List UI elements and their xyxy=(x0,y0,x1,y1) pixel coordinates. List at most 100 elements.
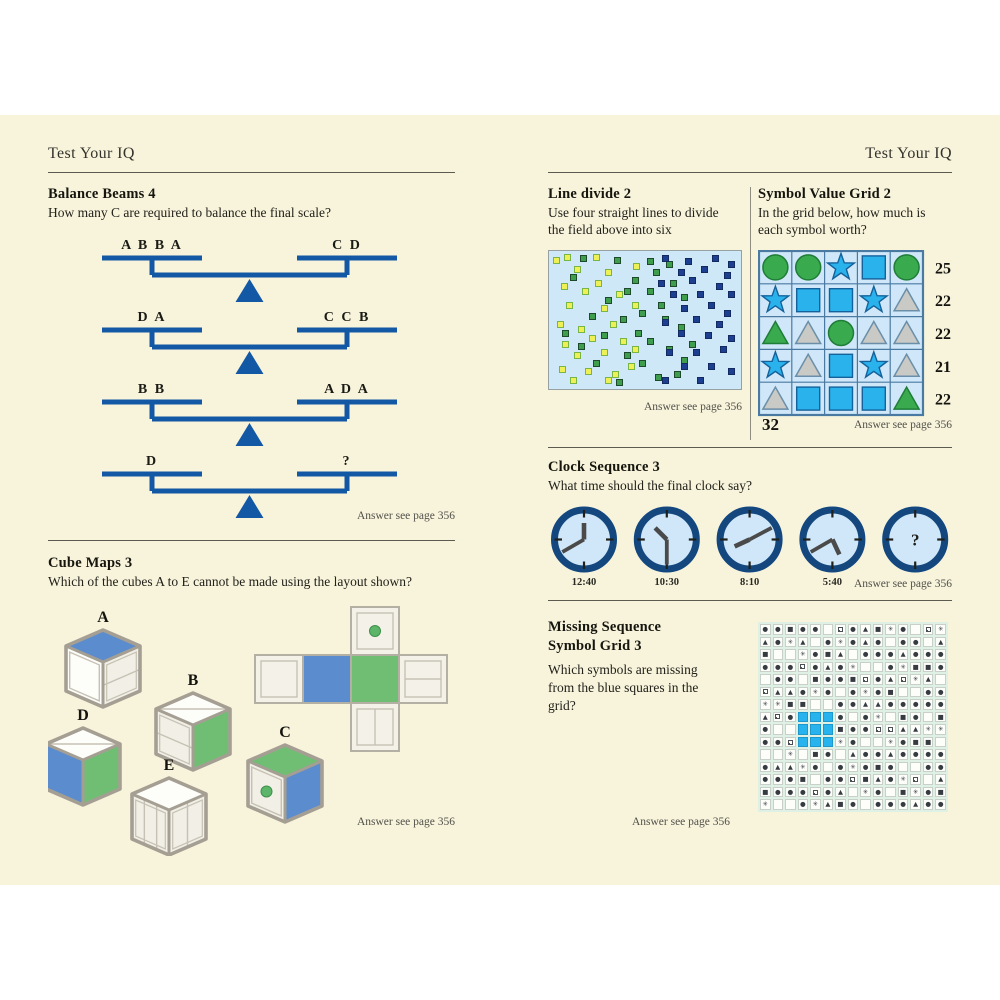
mini-cell-asterisk: ✳ xyxy=(897,661,909,673)
mini-cell-asterisk: ✳ xyxy=(785,636,796,648)
clock-time-label: 12:40 xyxy=(572,577,597,588)
mini-cell-circle: ● xyxy=(810,649,821,660)
field-square-blue xyxy=(689,277,697,285)
cube-left-face xyxy=(66,646,103,707)
field-square-yellow xyxy=(573,351,581,359)
cube-label: C xyxy=(279,724,291,741)
cube-label: A xyxy=(97,609,109,626)
field-square-yellow xyxy=(620,337,628,345)
square-symbol xyxy=(861,386,887,411)
mini-cell-circle: ● xyxy=(910,711,921,723)
mini-cell-asterisk: ✳ xyxy=(760,799,771,810)
field-square-blue xyxy=(696,291,704,299)
mini-cell-asterisk: ✳ xyxy=(935,624,946,635)
field-square-green xyxy=(579,255,587,263)
field-square-green xyxy=(669,279,677,287)
field-square-blue xyxy=(716,321,724,329)
missing-seq-title2: Symbol Grid 3 xyxy=(548,638,642,654)
mini-cell-circle: ● xyxy=(872,674,884,685)
field-square-yellow xyxy=(573,266,581,274)
row-total: 22 xyxy=(935,326,951,343)
field-square-green xyxy=(570,274,578,282)
mini-cell-circle: ● xyxy=(760,661,771,673)
mini-cell-blank xyxy=(760,749,771,760)
mini-cell-asterisk: ✳ xyxy=(785,749,796,760)
square-symbol xyxy=(828,288,854,313)
mini-cell-circle: ● xyxy=(822,786,834,798)
mini-cell-circle: ● xyxy=(810,624,821,635)
field-square-green xyxy=(658,302,666,310)
mini-cell-square: ■ xyxy=(847,674,859,685)
net-cell xyxy=(302,654,352,704)
mini-cell-circle: ● xyxy=(897,699,909,710)
pan-label: D A xyxy=(138,310,167,325)
mini-cell-circle: ● xyxy=(922,749,934,760)
mini-cell-circle: ● xyxy=(860,749,871,760)
cube-right-face xyxy=(103,646,140,707)
clock-time-label: 5:40 xyxy=(823,577,842,588)
mini-cell-circle: ● xyxy=(872,749,884,760)
field-square-green xyxy=(631,277,639,285)
field-square-green xyxy=(562,329,570,337)
triangle-symbol xyxy=(794,319,822,345)
mini-cell-triangle: ▲ xyxy=(897,724,909,735)
mini-cell-square: ■ xyxy=(922,736,934,748)
field-square-yellow xyxy=(570,376,578,384)
open-square-symbol xyxy=(787,739,793,745)
mini-cell-circle: ● xyxy=(835,761,846,773)
mini-cell-triangle: ▲ xyxy=(872,699,884,710)
missing-seq-title1: Missing Sequence xyxy=(548,619,662,635)
open-square-symbol xyxy=(925,626,931,632)
mini-cell-blank xyxy=(797,674,809,685)
circle-symbol xyxy=(762,254,789,281)
mini-cell-square: ■ xyxy=(760,649,771,660)
mini-cell-circle: ● xyxy=(922,649,934,660)
mini-cell-triangle: ▲ xyxy=(860,636,871,648)
mini-cell-triangle: ▲ xyxy=(772,761,784,773)
field-square-yellow xyxy=(604,268,612,276)
mini-cell-open-square xyxy=(910,774,921,785)
mini-cell-circle: ● xyxy=(835,661,846,673)
mini-cell-blank xyxy=(785,649,796,660)
mini-cell-triangle: ▲ xyxy=(835,649,846,660)
open-square-symbol xyxy=(900,676,906,682)
mini-cell-circle: ● xyxy=(797,786,809,798)
field-square-blue xyxy=(693,315,700,323)
field-square-green xyxy=(577,343,585,351)
mini-cell-circle: ● xyxy=(847,624,859,635)
cube-face-inset xyxy=(159,714,190,765)
clock-time-label: 8:10 xyxy=(740,577,759,588)
mini-cell-square: ■ xyxy=(897,786,909,798)
answer-note-clocks: Answer see page 356 xyxy=(853,578,952,590)
cube-label: D xyxy=(77,707,89,724)
field-square-yellow xyxy=(612,371,620,379)
mini-cell-triangle: ▲ xyxy=(760,711,771,723)
net-cell xyxy=(254,654,304,704)
mini-cell-asterisk: ✳ xyxy=(772,699,784,710)
mini-cell-square: ■ xyxy=(922,661,934,673)
missing-sequence-grid: ● ● ■ ● ● ● ▲ ■ ✳ ● ✳ ▲ ● ✳ ▲ ● ✳ ● ▲ ● ● ● ▲ ■ ✳ ● ■ ▲ ● ● ● ▲ ● ● ● ● ● ● ● ▲… xyxy=(758,622,948,812)
pan-label: C D xyxy=(332,238,362,253)
square-symbol xyxy=(861,255,887,280)
missing-seq-q3: grid? xyxy=(548,698,576,713)
field-square-blue xyxy=(677,329,685,337)
mini-cell-circle: ● xyxy=(872,649,884,660)
mini-cell-blank xyxy=(897,686,909,698)
mini-cell-circle: ● xyxy=(797,624,809,635)
mini-cell-triangle: ▲ xyxy=(935,636,946,648)
mini-cell-circle: ● xyxy=(797,686,809,698)
field-square-blue xyxy=(708,362,716,370)
pan-label: ? xyxy=(343,454,352,469)
mini-cell-circle: ● xyxy=(885,699,896,710)
mini-cell-open-square xyxy=(872,724,884,735)
mini-cell-circle: ● xyxy=(847,799,859,810)
clock-sequence-question: What time should the final clock say? xyxy=(548,478,752,493)
mini-cell-circle: ● xyxy=(772,624,784,635)
line-divide-q2: the field above into six xyxy=(548,222,672,237)
clock-hand xyxy=(830,538,842,556)
cube-face-detail xyxy=(155,731,194,750)
mini-cell-blank xyxy=(872,736,884,748)
mini-cell-circle: ● xyxy=(785,786,796,798)
mini-cell-asterisk: ✳ xyxy=(847,661,859,673)
mini-cell-circle: ● xyxy=(847,686,859,698)
